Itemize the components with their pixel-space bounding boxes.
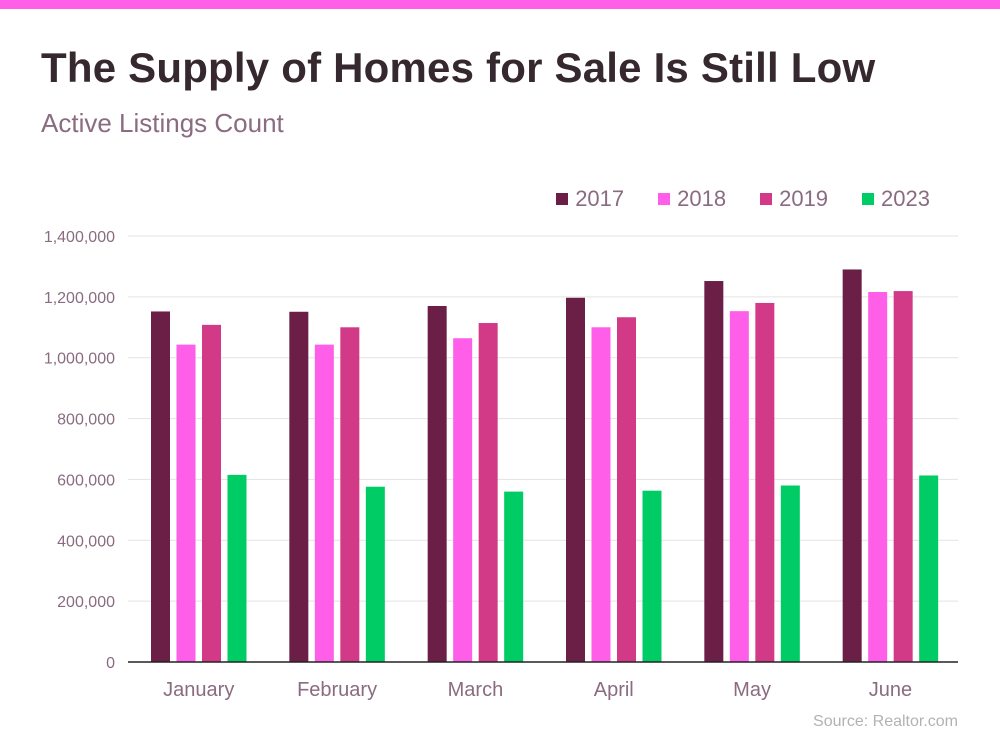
bar-2019-march bbox=[478, 323, 498, 662]
bar-2023-february bbox=[365, 486, 385, 662]
bar-2019-may bbox=[755, 302, 775, 662]
legend-label-2018: 2018 bbox=[677, 186, 727, 211]
legend-swatch-2019 bbox=[760, 193, 773, 205]
y-tick-label: 200,000 bbox=[57, 594, 115, 611]
y-tick-label: 0 bbox=[106, 655, 115, 672]
y-tick-label: 1,200,000 bbox=[44, 290, 115, 307]
y-tick-label: 600,000 bbox=[57, 472, 115, 489]
bar-2017-may bbox=[704, 281, 724, 662]
y-tick-label: 1,400,000 bbox=[44, 229, 115, 246]
source-note: Source: Realtor.com bbox=[813, 713, 958, 730]
legend-label-2017: 2017 bbox=[575, 186, 625, 211]
bar-2023-may bbox=[780, 485, 800, 662]
bar-2018-may bbox=[729, 311, 749, 662]
legend-label-2019: 2019 bbox=[779, 186, 829, 211]
bar-2018-january bbox=[176, 344, 196, 662]
y-tick-label: 1,000,000 bbox=[44, 351, 115, 368]
bar-2018-march bbox=[453, 338, 473, 662]
legend-item-2023: 2023 bbox=[862, 186, 930, 212]
bar-2018-april bbox=[591, 327, 611, 662]
bar-2018-june bbox=[868, 291, 888, 662]
top-accent-bar bbox=[0, 0, 1000, 9]
legend-item-2018: 2018 bbox=[658, 186, 726, 212]
chart-title: The Supply of Homes for Sale Is Still Lo… bbox=[41, 44, 876, 91]
y-tick-label: 400,000 bbox=[57, 533, 115, 550]
bar-2019-february bbox=[340, 327, 360, 662]
x-tick-label: March bbox=[448, 679, 504, 701]
chart-subtitle: Active Listings Count bbox=[41, 108, 284, 138]
legend-label-2023: 2023 bbox=[881, 186, 930, 211]
bar-2018-february bbox=[314, 344, 334, 662]
bar-2017-june bbox=[842, 269, 862, 662]
y-tick-label: 800,000 bbox=[57, 412, 115, 429]
x-tick-label: May bbox=[733, 679, 771, 701]
legend-item-2017: 2017 bbox=[556, 186, 624, 212]
x-tick-label: January bbox=[163, 679, 234, 701]
x-tick-label: February bbox=[297, 679, 377, 701]
bar-2023-june bbox=[919, 475, 939, 662]
legend-swatch-2023 bbox=[862, 193, 875, 205]
x-tick-label: April bbox=[594, 679, 634, 701]
legend-item-2019: 2019 bbox=[760, 186, 828, 212]
chart-legend: 2017 2018 2019 2023 bbox=[556, 186, 930, 212]
legend-swatch-2017 bbox=[556, 193, 569, 205]
legend-swatch-2018 bbox=[658, 193, 671, 205]
bar-2019-april bbox=[617, 317, 636, 662]
bar-2017-january bbox=[151, 311, 170, 662]
bar-2019-january bbox=[202, 324, 221, 662]
x-tick-label: June bbox=[869, 679, 912, 701]
bar-2017-february bbox=[289, 311, 309, 662]
bar-2023-january bbox=[227, 474, 247, 662]
bar-2017-march bbox=[427, 305, 447, 662]
bar-2019-june bbox=[893, 291, 913, 662]
bar-2023-april bbox=[642, 490, 662, 662]
bar-2017-april bbox=[566, 297, 585, 662]
bar-2023-march bbox=[504, 491, 524, 662]
